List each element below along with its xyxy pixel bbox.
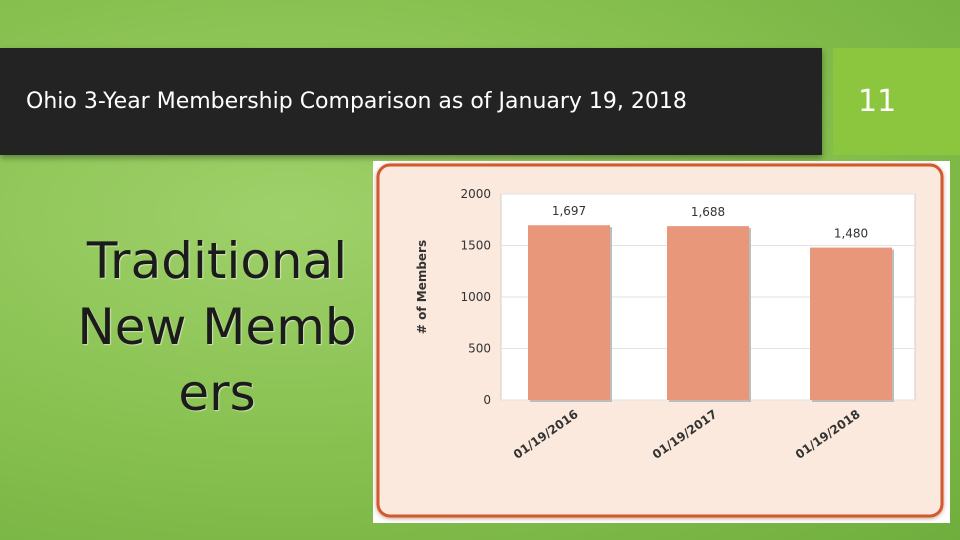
title-bar: Ohio 3-Year Membership Comparison as of … <box>0 48 822 155</box>
y-tick-labels: 0 500 1000 1500 2000 <box>460 187 491 407</box>
data-labels: 1,697 1,688 1,480 <box>552 204 868 240</box>
y-tick-label: 1000 <box>460 290 491 304</box>
y-axis-label: # of Members <box>415 240 429 334</box>
chart-container: 0 500 1000 1500 2000 # of Members 1,697 1,688… <box>373 161 950 523</box>
data-label: 1,688 <box>691 205 725 219</box>
slide-subtitle: Traditional New Members <box>77 232 357 422</box>
y-tick-label: 0 <box>483 393 491 407</box>
bars <box>528 225 894 402</box>
y-tick-label: 500 <box>468 342 491 356</box>
page-number-box: 11 <box>833 48 960 155</box>
y-tick-label: 1500 <box>460 239 491 253</box>
bar <box>528 225 610 400</box>
y-tick-label: 2000 <box>460 187 491 201</box>
bar <box>810 247 892 400</box>
page-number: 11 <box>858 84 897 119</box>
data-label: 1,480 <box>834 227 868 241</box>
bar-chart: 0 500 1000 1500 2000 # of Members 1,697 1,688… <box>376 163 944 518</box>
bar <box>667 226 749 400</box>
slide-title: Ohio 3-Year Membership Comparison as of … <box>26 89 687 114</box>
data-label: 1,697 <box>552 204 586 218</box>
